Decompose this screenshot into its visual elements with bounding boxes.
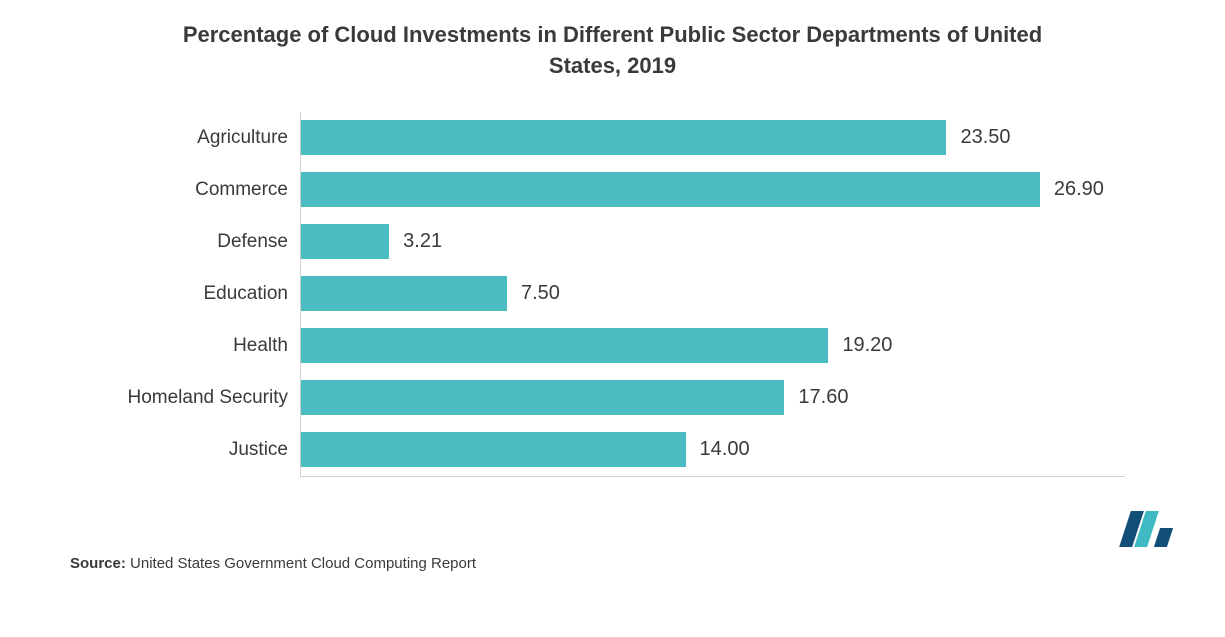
bar-row: Homeland Security 17.60 xyxy=(100,372,1125,424)
bar-category-label: Commerce xyxy=(100,179,300,201)
bar-value-label: 14.00 xyxy=(700,438,750,461)
bar-category-label: Health xyxy=(100,335,300,357)
bar-row: Education 7.50 xyxy=(100,268,1125,320)
bar-track: 14.00 xyxy=(300,424,1125,476)
x-axis-line xyxy=(300,476,1125,477)
brand-logo xyxy=(1125,511,1170,547)
bar-fill xyxy=(301,120,946,155)
bar-value-label: 23.50 xyxy=(960,126,1010,149)
bar-category-label: Homeland Security xyxy=(100,387,300,409)
source-label: Source: xyxy=(70,555,130,572)
bar-fill xyxy=(301,276,507,311)
source-text: United States Government Cloud Computing… xyxy=(130,555,476,572)
bar-fill xyxy=(301,380,784,415)
bar-fill xyxy=(301,224,389,259)
bar-track: 19.20 xyxy=(300,320,1125,372)
bar-row: Defense 3.21 xyxy=(100,216,1125,268)
bar-value-label: 26.90 xyxy=(1054,178,1104,201)
bar-fill xyxy=(301,328,828,363)
bar-category-label: Defense xyxy=(100,231,300,253)
bar-row: Agriculture 23.50 xyxy=(100,112,1125,164)
bar-row: Justice 14.00 xyxy=(100,424,1125,476)
bar-row: Health 19.20 xyxy=(100,320,1125,372)
source-caption: Source: United States Government Cloud C… xyxy=(70,555,476,572)
bar-category-label: Agriculture xyxy=(100,127,300,149)
bar-value-label: 3.21 xyxy=(403,230,442,253)
bar-row: Commerce 26.90 xyxy=(100,164,1125,216)
bar-track: 17.60 xyxy=(300,372,1125,424)
bar-value-label: 7.50 xyxy=(521,282,560,305)
bar-value-label: 17.60 xyxy=(798,386,848,409)
chart-title: Percentage of Cloud Investments in Diffe… xyxy=(163,20,1063,82)
bar-category-label: Education xyxy=(100,283,300,305)
bar-fill xyxy=(301,432,686,467)
bar-track: 23.50 xyxy=(300,112,1125,164)
bar-category-label: Justice xyxy=(100,439,300,461)
bar-track: 7.50 xyxy=(300,268,1125,320)
bar-track: 26.90 xyxy=(300,164,1125,216)
bar-track: 3.21 xyxy=(300,216,1125,268)
bar-value-label: 19.20 xyxy=(842,334,892,357)
chart-area: Agriculture 23.50 Commerce 26.90 Defense 3.21… xyxy=(100,112,1125,477)
logo-bar-icon xyxy=(1154,528,1173,547)
bar-fill xyxy=(301,172,1040,207)
